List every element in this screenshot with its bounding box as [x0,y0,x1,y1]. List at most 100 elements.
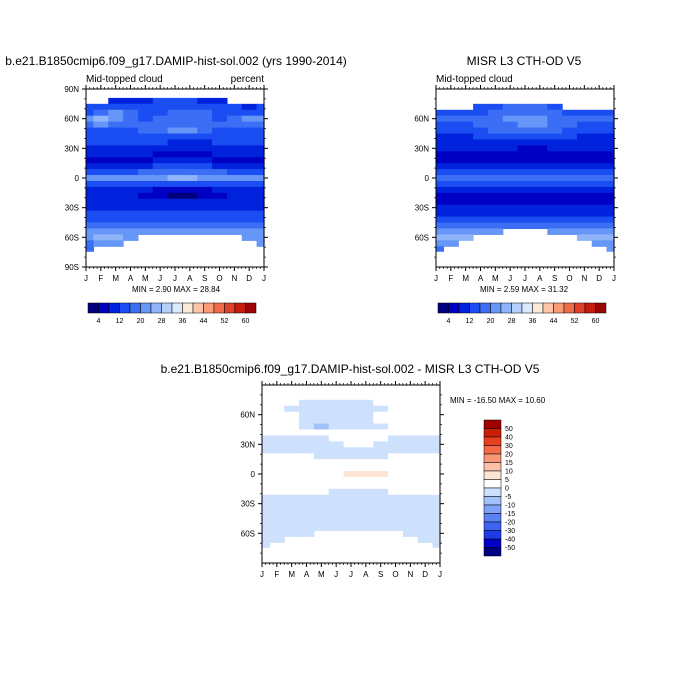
field-cell [502,210,519,218]
field-cell [373,423,389,431]
field-cell [487,109,504,117]
colorbar-swatch [437,302,449,314]
colorbar-label: 28 [158,318,166,325]
field-cell [458,157,474,164]
field-cell [226,115,243,123]
panel-model: b.e21.B1850cmip6.f09_g17.DAMIP-hist-sol.… [5,54,347,325]
field-cell [502,103,519,111]
field-cell [473,169,489,176]
field-cell [402,500,419,508]
field-cell [562,198,578,206]
field-cell [262,488,271,496]
field-cell [284,530,300,537]
field-cell [591,234,608,241]
field-cell [517,163,534,170]
field-cell [108,228,124,235]
field-cell [269,411,285,419]
field-cell [417,465,434,472]
field-cell [358,488,374,496]
colorbar-swatch [483,538,502,548]
field-cell [436,198,445,206]
field-cell [606,228,615,235]
field-cell [473,121,489,129]
field-cell [436,133,445,141]
x-tick-label: O [216,274,222,283]
field-cell [473,180,489,188]
field-cell [358,494,374,502]
field-cell [123,234,139,241]
field-cell [108,127,124,135]
colorbar-swatch [483,530,502,540]
field-cell [388,417,404,425]
x-tick-label: M [318,570,325,579]
field-cell [226,175,243,182]
field-cell [402,447,419,454]
field-cell [436,169,445,176]
field-cell [562,222,578,230]
field-cell [108,234,124,241]
field-cell [436,127,445,135]
field-cell [606,151,615,158]
colorbar-swatch [483,436,502,446]
colorbar-swatch [87,302,99,314]
field-cell [212,228,228,235]
field-cell [436,121,445,129]
field-cell [443,139,459,146]
field-cell [402,453,419,460]
field-cell [152,216,169,224]
x-tick-label: M [492,274,499,283]
field-cell [93,121,109,129]
field-cell [241,204,258,212]
field-cell [358,476,374,484]
field-cell [197,139,213,146]
colorbar-label: 4 [97,318,101,325]
field-cell [197,192,213,200]
field-cell [256,115,265,123]
field-cell [86,121,95,129]
field-cell [167,216,184,224]
field-cell [432,512,441,520]
colorbar-swatch [483,445,502,455]
field-cell [328,423,345,431]
field-cell [313,393,330,401]
field-cell [123,115,139,123]
colorbar-swatch [213,302,225,314]
field-cell [182,198,198,206]
field-cell [86,222,95,230]
field-cell [487,186,504,194]
field-cell [502,169,519,176]
field-cell [517,175,534,182]
x-tick-label: J [334,570,338,579]
field-cell [358,393,374,401]
field-cell [517,103,534,111]
field-cell [167,175,184,182]
field-cell [591,151,608,158]
field-cell [197,163,213,170]
field-cell [197,145,213,152]
field-cell [108,186,124,194]
field-cell [167,139,184,146]
field-cell [517,145,534,152]
field-cell [262,476,271,484]
field-cell [167,210,184,218]
field-cell [328,471,345,478]
field-cell [313,453,330,460]
field-cell [197,121,213,129]
y-tick-label: 30S [65,204,79,213]
field-cell [328,518,345,526]
field-cell [606,186,615,194]
field-cell [86,246,95,252]
colorbar-swatch [483,470,502,480]
field-cell [576,139,593,146]
field-cell [532,109,548,117]
field-cell [547,133,563,141]
field-cell [417,512,434,520]
field-cell [328,494,345,502]
x-tick-label: D [596,274,602,283]
field-cell [152,204,169,212]
field-cell [93,234,109,241]
field-cell [562,139,578,146]
colorbar-swatch [483,504,502,514]
field-cell [417,506,434,514]
